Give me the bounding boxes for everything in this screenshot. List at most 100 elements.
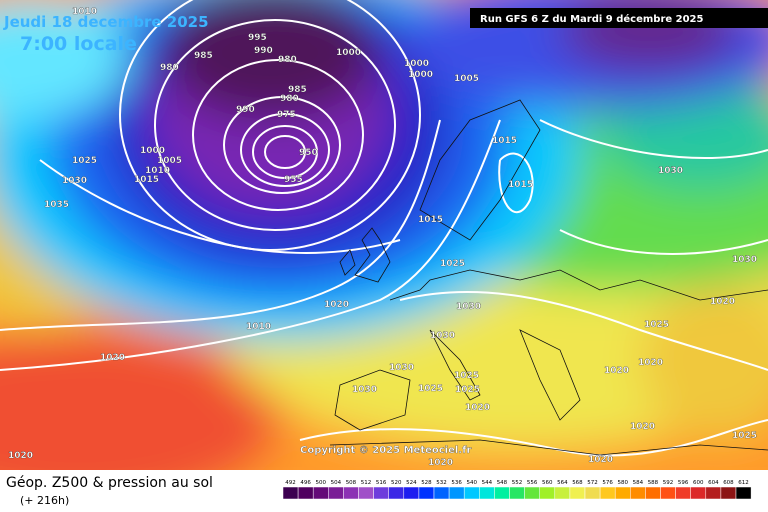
scale-label: 496	[300, 480, 311, 486]
scale-swatch	[343, 486, 359, 500]
scale-swatch	[463, 486, 480, 500]
scale-swatch	[735, 486, 752, 500]
isobar-label: 1005	[157, 156, 182, 166]
isobar-label: 1025	[454, 371, 479, 381]
scale-label: 500	[316, 480, 327, 486]
isobar-label: 1035	[44, 200, 69, 210]
isobar-label: 1010	[72, 7, 97, 17]
isobar-label: 1015	[508, 180, 533, 190]
scale-label: 572	[587, 480, 598, 486]
scale-swatch	[614, 486, 631, 500]
legend-title: Géop. Z500 & pression au sol	[6, 475, 213, 491]
isobars	[0, 0, 768, 456]
scale-label: 520	[391, 480, 402, 486]
scale-label: 576	[602, 480, 613, 486]
isobar-label: 1010	[246, 322, 271, 332]
scale-label: 524	[406, 480, 417, 486]
scale-label: 516	[376, 480, 387, 486]
isobar-label: 955	[284, 175, 303, 185]
legend: Géop. Z500 & pression au sol (+ 216h) 49…	[6, 475, 752, 507]
scale-label: 564	[557, 480, 568, 486]
isobar-label: 1030	[352, 385, 377, 395]
valid-date: Jeudi 18 decembre 2025	[3, 13, 209, 31]
isobar-label: 1025	[440, 259, 465, 269]
scale-swatch	[675, 486, 691, 500]
scale-label: 580	[618, 480, 629, 486]
isobar-label: 1010	[145, 166, 170, 176]
scale-swatch	[539, 486, 556, 500]
isobar-label: 1020	[710, 297, 735, 307]
scale-label: 532	[436, 480, 447, 486]
scale-label: 528	[421, 480, 432, 486]
scale-label: 592	[663, 480, 674, 486]
isobar-label: 1020	[8, 451, 33, 461]
valid-time: 7:00 locale	[20, 33, 137, 55]
copyright: Copyright © 2025 Meteociel.fr	[300, 445, 471, 456]
scale-swatch	[494, 486, 510, 500]
isobar-label: 980	[160, 63, 179, 73]
scale-swatch	[569, 486, 586, 500]
scale-swatch	[403, 486, 420, 500]
isobar-label: 985	[194, 51, 213, 61]
isobar-label: 1000	[336, 48, 361, 58]
scale-label: 604	[708, 480, 719, 486]
scale-swatch	[282, 486, 299, 500]
isobar-label: 1030	[389, 363, 414, 373]
scale-label: 492	[285, 480, 296, 486]
scale-label: 544	[482, 480, 493, 486]
isobar-label: 1030	[62, 176, 87, 186]
scale-label: 508	[346, 480, 357, 486]
isobar-label: 1025	[644, 320, 669, 330]
scale-swatch	[297, 486, 314, 500]
scale-label: 568	[572, 480, 583, 486]
scale-label: 548	[497, 480, 508, 486]
scale-swatch	[720, 486, 737, 500]
isobar-label: 1025	[455, 385, 480, 395]
isobar-label: 1020	[465, 403, 490, 413]
color-scale: 492 496 500 504 508 512 516 520 524 528 532 536 540 5…	[282, 480, 752, 500]
scale-label: 560	[542, 480, 553, 486]
coastlines	[329, 99, 768, 456]
scale-label: 552	[512, 480, 523, 486]
scale-swatch	[358, 486, 374, 500]
scale-swatch	[599, 486, 616, 500]
scale-swatch	[388, 486, 405, 500]
scale-swatch	[645, 486, 661, 500]
isobar-label: 985	[288, 85, 307, 95]
isobar-label: 995	[248, 33, 267, 43]
scale-label: 612	[738, 480, 749, 486]
scale-swatch	[479, 486, 495, 500]
scale-label: 512	[361, 480, 372, 486]
isobar-label: 980	[278, 55, 297, 65]
run-info: Run GFS 6 Z du Mardi 9 décembre 2025	[480, 13, 704, 25]
scale-label: 588	[648, 480, 659, 486]
scale-swatch	[705, 486, 722, 500]
scale-swatch	[418, 486, 435, 500]
isobar-label: 1020	[604, 366, 629, 376]
isobar-label: 1020	[324, 300, 349, 310]
run-box	[470, 8, 768, 28]
isobar-label: 1020	[638, 358, 663, 368]
isobar-label: 1000	[404, 59, 429, 69]
isobar-label: 1030	[456, 302, 481, 312]
scale-swatch	[433, 486, 450, 500]
scale-swatch	[448, 486, 465, 500]
scale-swatch	[312, 486, 329, 500]
scale-swatch	[328, 486, 344, 500]
isobar-label: 1015	[492, 136, 517, 146]
scale-label: 536	[451, 480, 462, 486]
scale-swatch	[524, 486, 540, 500]
isobar-label: 1015	[134, 175, 159, 185]
isobar-label: 1025	[732, 431, 757, 441]
scale-swatch	[690, 486, 707, 500]
scale-swatch	[554, 486, 571, 500]
isobar-label: 980	[280, 94, 299, 104]
scale-label: 600	[693, 480, 704, 486]
isobar-label: 1030	[430, 331, 455, 341]
scale-label: 504	[331, 480, 342, 486]
isobar-label: 1005	[454, 74, 479, 84]
scale-swatch	[509, 486, 525, 500]
isobar-label: 950	[299, 148, 318, 158]
isobar-label: 990	[254, 46, 273, 56]
